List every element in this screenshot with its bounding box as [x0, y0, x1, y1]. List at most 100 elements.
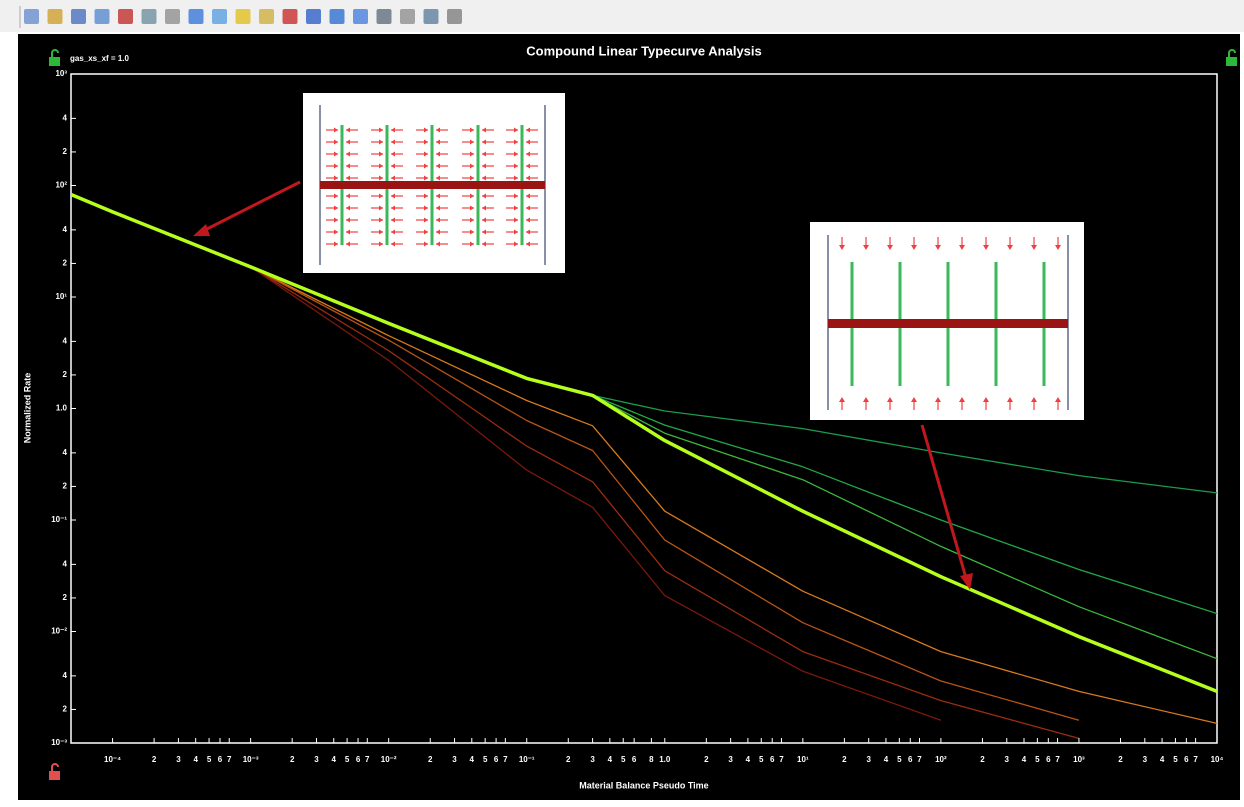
- x-tick-label: 3: [866, 755, 871, 764]
- toolbar-button[interactable]: [259, 9, 274, 24]
- flow-arrow-head: [470, 193, 474, 199]
- toolbar-icon: [47, 9, 63, 24]
- toolbar-button[interactable]: [165, 9, 180, 24]
- flow-arrow-head: [334, 193, 338, 199]
- flow-arrow-head: [424, 193, 428, 199]
- flow-arrow-head: [526, 163, 530, 169]
- y-tick-label: 4: [63, 225, 68, 234]
- toolbar-button[interactable]: [47, 9, 63, 24]
- x-tick-label: 2: [842, 755, 847, 764]
- flow-arrow-head: [334, 205, 338, 211]
- y-tick-label: 10¹: [55, 292, 67, 301]
- flow-arrow-head: [379, 127, 383, 133]
- x-tick-label: 5: [897, 755, 902, 764]
- flow-arrow-head: [379, 139, 383, 145]
- x-tick-label: 2: [566, 755, 571, 764]
- x-tick-label: 2: [290, 755, 295, 764]
- insets: [303, 93, 1084, 420]
- flow-arrow-head: [470, 241, 474, 247]
- y-tick-label: 4: [63, 336, 68, 345]
- x-tick-label: 10⁻²: [381, 755, 397, 764]
- flow-arrow-head: [514, 193, 518, 199]
- lock-shackle: [51, 763, 59, 771]
- x-tick-label: 5: [1173, 755, 1178, 764]
- flow-arrow-head: [482, 175, 486, 181]
- toolbar-icon: [118, 9, 133, 24]
- flow-arrow-head: [391, 205, 395, 211]
- flow-arrow-head: [1007, 245, 1013, 250]
- flow-arrow-head: [482, 241, 486, 247]
- x-tick-label: 10⁻¹: [519, 755, 535, 764]
- flow-arrow-head: [526, 241, 530, 247]
- flow-arrow-head: [470, 175, 474, 181]
- toolbar-button[interactable]: [141, 9, 157, 24]
- toolbar-button[interactable]: [94, 9, 110, 24]
- flow-arrow-head: [983, 245, 989, 250]
- toolbar-icon: [400, 9, 415, 24]
- x-tick-label: 7: [227, 755, 232, 764]
- x-tick-label: 3: [590, 755, 595, 764]
- y-axis-label: Normalized Rate: [22, 373, 32, 444]
- toolbar-button[interactable]: [24, 9, 39, 24]
- flow-arrow-head: [887, 245, 893, 250]
- toolbar-button[interactable]: [71, 9, 86, 24]
- x-tick-label: 5: [483, 755, 488, 764]
- toolbar-button[interactable]: [376, 9, 392, 24]
- x-tick-label: 7: [1055, 755, 1060, 764]
- toolbar-button[interactable]: [235, 9, 251, 24]
- x-tick-label: 4: [884, 755, 889, 764]
- flow-arrow-head: [334, 229, 338, 235]
- wellbore: [320, 181, 545, 189]
- flow-arrow-head: [482, 139, 486, 145]
- lock-icon[interactable]: [1226, 49, 1237, 66]
- toolbar-button[interactable]: [353, 9, 368, 24]
- flow-arrow-head: [379, 175, 383, 181]
- flow-arrow-head: [391, 163, 395, 169]
- pointer-arrow: [202, 180, 301, 233]
- flow-arrow-head: [526, 139, 530, 145]
- lock-icon[interactable]: [49, 763, 60, 780]
- flow-arrow-head: [526, 127, 530, 133]
- toolbar-button[interactable]: [447, 9, 462, 24]
- toolbar-icon: [306, 9, 321, 24]
- flow-arrow-head: [935, 245, 941, 250]
- toolbar-button[interactable]: [329, 9, 345, 24]
- x-tick-label: 5: [1035, 755, 1040, 764]
- toolbar-button[interactable]: [118, 9, 133, 24]
- y-tick-label: 2: [63, 259, 68, 268]
- flow-arrow-head: [346, 229, 350, 235]
- x-tick-label: 2: [428, 755, 433, 764]
- toolbar: [0, 0, 1244, 32]
- flow-arrow-head: [379, 241, 383, 247]
- flow-arrow-head: [391, 217, 395, 223]
- flow-arrow-head: [391, 241, 395, 247]
- x-axis-label: Material Balance Pseudo Time: [579, 780, 708, 790]
- flow-arrow-head: [334, 241, 338, 247]
- flow-arrow-head: [424, 163, 428, 169]
- x-tick-label: 6: [1046, 755, 1051, 764]
- toolbar-button[interactable]: [188, 9, 204, 24]
- toolbar-button[interactable]: [282, 9, 298, 24]
- flow-arrow-head: [346, 151, 350, 157]
- toolbar-button[interactable]: [423, 9, 439, 24]
- y-tick-label: 4: [63, 113, 68, 122]
- y-tick-label: 2: [63, 482, 68, 491]
- x-tick-label: 4: [1160, 755, 1165, 764]
- flow-arrow-head: [470, 229, 474, 235]
- flow-arrow-head: [470, 151, 474, 157]
- flow-arrow-head: [470, 139, 474, 145]
- flow-arrow-head: [334, 217, 338, 223]
- flow-arrow-head: [346, 139, 350, 145]
- lock-icon[interactable]: [49, 49, 60, 66]
- x-tick-label: 4: [746, 755, 751, 764]
- toolbar-button[interactable]: [306, 9, 321, 24]
- toolbar-button[interactable]: [212, 9, 227, 24]
- x-tick-label: 2: [1118, 755, 1123, 764]
- flow-arrow-head: [424, 241, 428, 247]
- flow-arrow-head: [526, 229, 530, 235]
- flow-arrow-head: [470, 163, 474, 169]
- flow-arrow-head: [436, 205, 440, 211]
- flow-arrow-head: [470, 217, 474, 223]
- toolbar-button[interactable]: [400, 9, 415, 24]
- y-tick-label: 10³: [55, 69, 67, 78]
